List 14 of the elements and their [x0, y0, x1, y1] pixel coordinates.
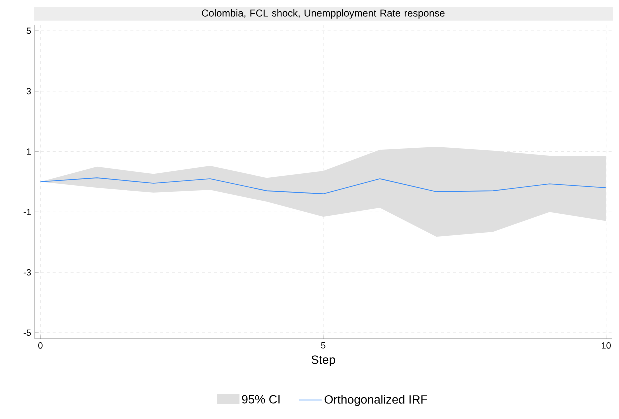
legend-label: Orthogonalized IRF: [324, 395, 428, 406]
x-tick-label: 5: [321, 342, 326, 349]
y-tick-label: 1: [27, 148, 32, 155]
y-tick-label: -3: [24, 269, 32, 276]
text: 95% CI: [242, 395, 280, 404]
line-series: [40, 178, 607, 194]
x-tick-label: 0: [38, 342, 43, 349]
x-tick-label: 10: [602, 342, 611, 349]
chart-title: Colombia, FCL shock, Unempployment Rate response: [202, 10, 445, 19]
y-tick-label: 5: [26, 28, 32, 34]
x-axis-title: Step: [312, 356, 336, 367]
y-tick-label: -1: [24, 209, 32, 216]
y-tick-label: 3: [26, 88, 32, 95]
y-tick-label: -5: [24, 330, 32, 336]
